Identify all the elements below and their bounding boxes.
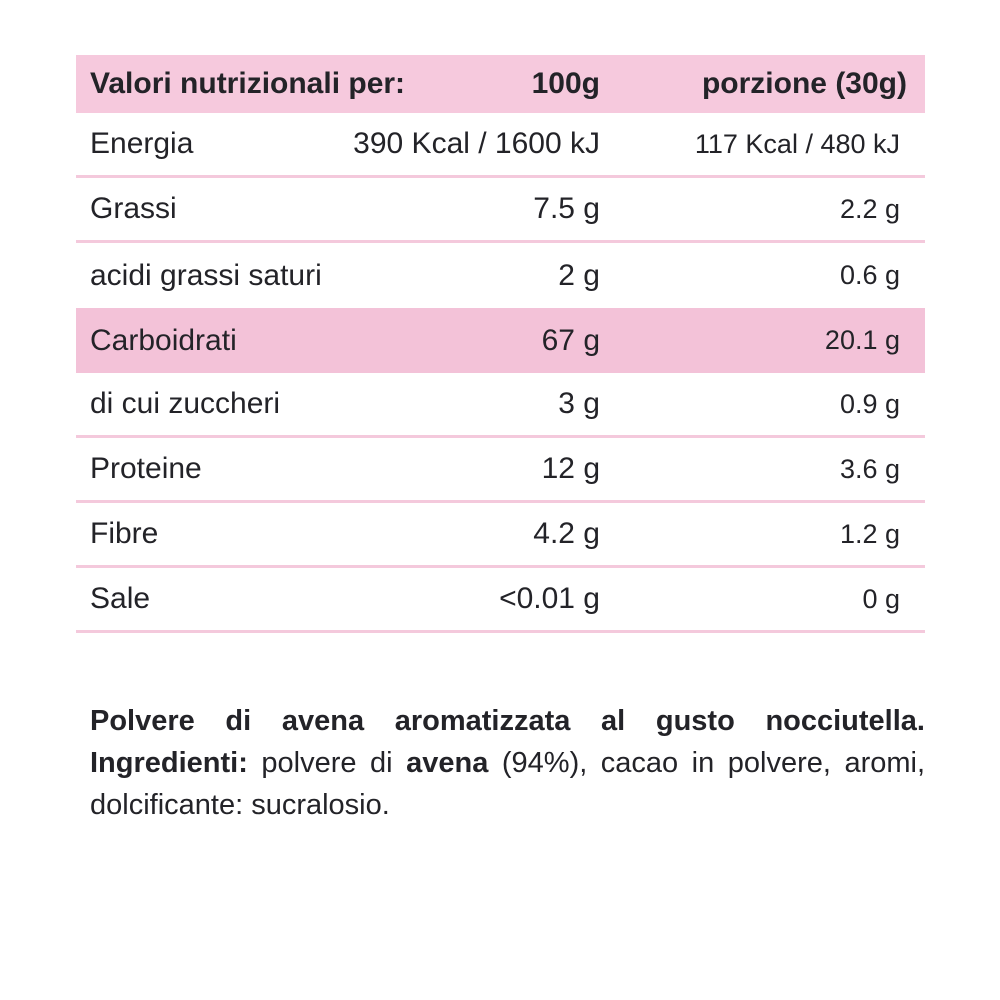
row-label: Carboidrati xyxy=(90,323,237,357)
ingredients-pre-text: polvere di xyxy=(261,747,393,779)
row-value-100g: 67 g xyxy=(541,323,600,357)
row-value-portion: 0.9 g xyxy=(839,388,900,419)
row-value-portion: 2.2 g xyxy=(839,193,900,224)
row-value-portion: 20.1 g xyxy=(824,325,900,355)
table-row-carboidrati: Carboidrati 67 g 20.1 g xyxy=(76,308,925,373)
row-value-portion: 117 Kcal / 480 kJ xyxy=(694,128,900,159)
row-label: Proteine xyxy=(90,452,202,485)
row-label: Sale xyxy=(90,582,151,615)
row-label: Fibre xyxy=(90,517,159,550)
header-col-100g: 100g xyxy=(531,67,600,100)
row-value-portion: 0.6 g xyxy=(839,260,900,290)
header-col-portion: porzione (30g) xyxy=(701,67,907,100)
table-row-acidi-grassi-saturi: acidi grassi saturi 2 g 0.6 g xyxy=(76,243,925,308)
row-value-portion: 1.2 g xyxy=(839,518,900,549)
nutrition-table: Valori nutrizionali per: 100g porzione (… xyxy=(76,55,925,633)
table-row-fibre: Fibre 4.2 g 1.2 g xyxy=(76,503,925,568)
product-description: Polvere di avena aromatizzata al gusto n… xyxy=(90,700,925,826)
description-bold-sentence: Polvere di avena aromatizzata al gusto n… xyxy=(90,705,925,737)
row-label: di cui zuccheri xyxy=(90,387,281,420)
ingredients-bold-word: avena xyxy=(406,747,489,779)
ingredients-label: Ingredienti: xyxy=(90,747,248,779)
row-value-100g: 3 g xyxy=(558,387,600,420)
row-label: Energia xyxy=(90,127,194,160)
row-value-100g: 390 Kcal / 1600 kJ xyxy=(353,127,600,160)
header-title: Valori nutrizionali per: xyxy=(90,67,406,100)
row-label: Grassi xyxy=(90,192,177,225)
row-value-portion: 3.6 g xyxy=(839,453,900,484)
table-row-sale: Sale <0.01 g 0 g xyxy=(76,568,925,633)
table-row-energia: Energia 390 Kcal / 1600 kJ 117 Kcal / 48… xyxy=(76,113,925,178)
row-label: acidi grassi saturi xyxy=(90,258,322,292)
row-value-100g: 12 g xyxy=(541,452,600,485)
row-value-100g: <0.01 g xyxy=(499,582,600,615)
row-value-100g: 7.5 g xyxy=(533,192,600,225)
ingredients-rest-text: (94%), cacao in polvere, aromi, dolcific… xyxy=(90,747,926,821)
table-row-grassi: Grassi 7.5 g 2.2 g xyxy=(76,178,925,243)
row-value-100g: 4.2 g xyxy=(533,517,600,550)
table-header-row: Valori nutrizionali per: 100g porzione (… xyxy=(76,55,925,113)
row-value-100g: 2 g xyxy=(558,258,600,292)
table-row-di-cui-zuccheri: di cui zuccheri 3 g 0.9 g xyxy=(76,373,925,438)
table-row-proteine: Proteine 12 g 3.6 g xyxy=(76,438,925,503)
row-value-portion: 0 g xyxy=(862,583,900,614)
